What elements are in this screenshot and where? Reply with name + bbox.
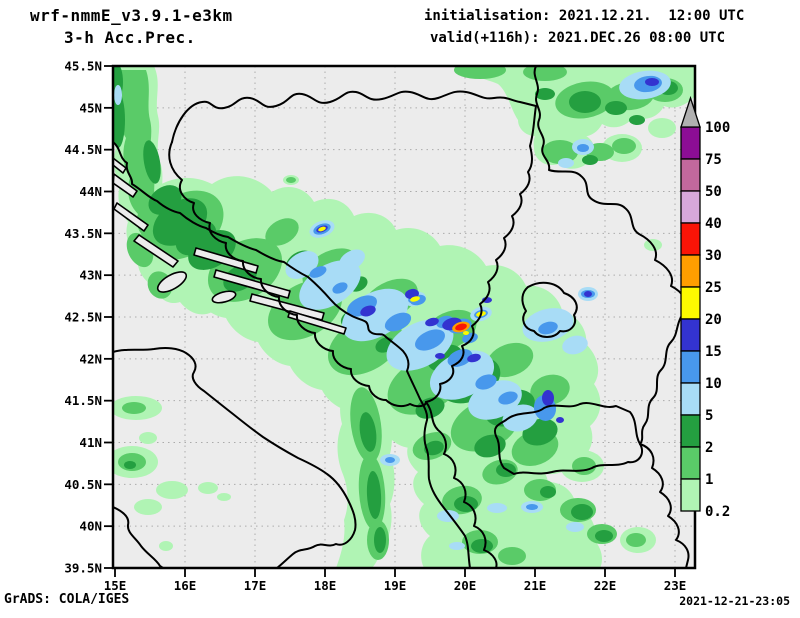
product-title: 3-h Acc.Prec. — [64, 28, 196, 47]
model-title: wrf-nmmE_v3.9.1-e3km — [30, 6, 233, 25]
lon-tick-label: 16E — [174, 578, 197, 593]
legend-level-label: 2 — [705, 440, 713, 456]
lat-tick-label: 43N — [79, 268, 102, 283]
color-legend: 100 75 50 40 30 25 20 15 10 5 2 1 0.2 — [680, 95, 730, 520]
legend-level-label: 0.2 — [705, 504, 730, 520]
lat-tick-label: 44.5N — [64, 142, 102, 157]
lon-tick-label: 21E — [524, 578, 547, 593]
lat-tick-label: 40N — [79, 519, 102, 534]
precip-level-10-15 — [309, 75, 662, 510]
lat-tick-label: 39.5N — [64, 561, 102, 576]
legend-level-label: 25 — [705, 280, 722, 296]
border-greece-bulgaria — [639, 443, 690, 568]
legend-level-label: 15 — [705, 344, 722, 360]
initialisation-label: initialisation: 2021.12.21. 12:00 UTC — [424, 8, 745, 24]
lon-tick-label: 19E — [384, 578, 407, 593]
legend-swatch — [680, 222, 701, 256]
italy-adriatic-coast — [113, 347, 357, 568]
lat-tick-label: 45N — [79, 100, 102, 115]
lat-tick-label: 42.5N — [64, 310, 102, 325]
lat-tick-label: 41.5N — [64, 393, 102, 408]
lat-tick-label: 41N — [79, 435, 102, 450]
legend-swatch — [680, 350, 701, 384]
border-macedonia — [494, 402, 644, 475]
lat-tick-label: 43.5N — [64, 226, 102, 241]
lon-tick-label: 18E — [314, 578, 337, 593]
legend-overflow-arrow — [680, 95, 701, 128]
lon-tick-label: 20E — [454, 578, 477, 593]
grads-credit: GrADS: COLA/IGES — [4, 592, 130, 607]
legend-swatch — [680, 158, 701, 192]
legend-level-label: 10 — [705, 376, 722, 392]
lon-tick-label: 15E — [104, 578, 127, 593]
border-croatia-bosnia — [168, 141, 427, 408]
legend-level-label: 50 — [705, 184, 722, 200]
legend-level-label: 1 — [705, 472, 713, 488]
legend-swatch — [680, 318, 701, 352]
legend-swatch — [680, 286, 701, 320]
border-montenegro-albania — [425, 401, 447, 455]
adriatic-coastline — [113, 141, 471, 568]
precip-level-30-40 — [455, 323, 467, 331]
map-lines — [113, 66, 695, 568]
lat-tick-label: 40.5N — [64, 477, 102, 492]
legend-swatch — [680, 190, 701, 224]
axes: 45.5N 45N 44.5N 44N 43.5N 43N 42.5N 42N 41.5N 41N… — [64, 59, 686, 594]
border-kosovo — [521, 281, 578, 338]
lon-tick-label: 22E — [594, 578, 617, 593]
creation-timestamp: 2021-12-21-23:05 — [679, 594, 790, 608]
italy-tyrrhenian-coast — [113, 506, 164, 568]
lon-tick-label: 23E — [664, 578, 687, 593]
border-albania-greece — [443, 453, 498, 568]
valid-time-label: valid(+116h): 2021.DEC.26 08:00 UTC — [430, 30, 726, 46]
border-serbia-bulgaria — [639, 311, 686, 445]
legend-level-label: 20 — [705, 312, 722, 328]
legend-level-label: 5 — [705, 408, 713, 424]
legend-level-label: 100 — [705, 120, 730, 136]
legend-swatch — [680, 254, 701, 288]
adriatic-islands — [113, 157, 347, 335]
border-serbia-romania — [533, 66, 695, 319]
legend-swatch — [680, 382, 701, 416]
legend-level-label: 30 — [705, 248, 722, 264]
map-area — [113, 66, 695, 568]
legend-level-label: 75 — [705, 152, 722, 168]
legend-swatch — [680, 126, 701, 160]
border-north — [171, 90, 537, 143]
lat-tick-label: 42N — [79, 351, 102, 366]
legend-swatch — [680, 478, 701, 512]
lat-tick-label: 45.5N — [64, 59, 102, 74]
legend-swatch — [680, 414, 701, 448]
lat-tick-label: 44N — [79, 184, 102, 199]
legend-swatch — [680, 446, 701, 480]
border-drina — [425, 105, 537, 403]
legend-level-label: 40 — [705, 216, 722, 232]
lon-tick-label: 17E — [244, 578, 267, 593]
